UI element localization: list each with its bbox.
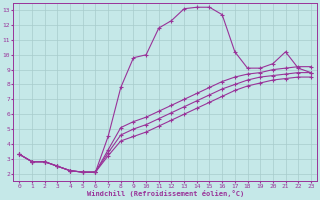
X-axis label: Windchill (Refroidissement éolien,°C): Windchill (Refroidissement éolien,°C) xyxy=(86,190,244,197)
